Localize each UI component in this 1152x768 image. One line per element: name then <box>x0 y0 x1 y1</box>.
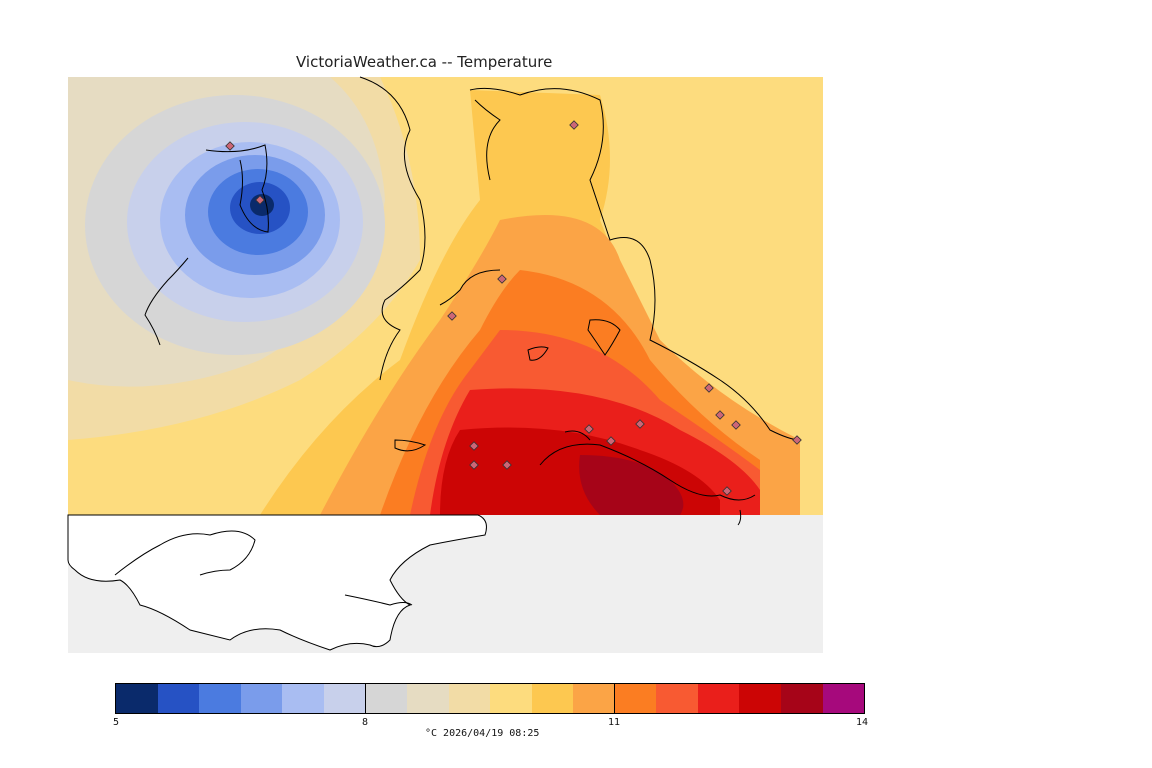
station-marker <box>469 460 479 470</box>
station-marker <box>497 274 507 284</box>
colorbar-tick-8 <box>365 683 366 714</box>
station-marker <box>447 311 457 321</box>
station-marker <box>225 141 235 151</box>
station-marker <box>255 195 265 205</box>
colorbar-segment <box>739 684 781 713</box>
colorbar-segment <box>531 684 574 713</box>
colorbar-segment <box>157 684 200 713</box>
colorbar-segment <box>116 684 158 713</box>
colorbar-tick-11 <box>614 683 615 714</box>
land-inner-outline <box>114 530 256 576</box>
colorbar-segment <box>199 684 241 713</box>
colorbar-segment <box>614 684 657 713</box>
colorbar-label-11: 11 <box>607 717 621 728</box>
colorbar-segment <box>822 684 865 713</box>
colorbar-segment <box>406 684 449 713</box>
station-marker <box>469 441 479 451</box>
colorbar-label-8: 8 <box>361 717 369 728</box>
colorbar-segment <box>573 684 615 713</box>
colorbar-segment <box>490 684 532 713</box>
colorbar-segment <box>656 684 698 713</box>
land-inner-outline-2 <box>344 594 413 606</box>
chart-title: VictoriaWeather.ca -- Temperature <box>296 53 553 71</box>
colorbar-segment <box>781 684 823 713</box>
colorbar <box>115 683 865 714</box>
station-marker <box>722 486 732 496</box>
colorbar-segment <box>323 684 366 713</box>
colorbar-label-5: 5 <box>112 717 120 728</box>
station-marker <box>502 460 512 470</box>
land-area <box>67 514 487 651</box>
temperature-field <box>68 77 823 515</box>
colorbar-label-14: 14 <box>855 717 869 728</box>
station-marker <box>635 419 645 429</box>
station-marker <box>715 410 725 420</box>
colorbar-segment <box>697 684 740 713</box>
station-marker <box>792 435 802 445</box>
colorbar-segment <box>448 684 491 713</box>
colorbar-segment <box>282 684 324 713</box>
station-marker <box>584 424 594 434</box>
units-timestamp: °C 2026/04/19 08:25 <box>425 728 540 739</box>
colorbar-segment <box>240 684 283 713</box>
station-marker <box>569 120 579 130</box>
station-marker <box>731 420 741 430</box>
coastlines <box>144 76 801 526</box>
station-marker <box>704 383 714 393</box>
station-markers <box>225 120 802 496</box>
station-marker <box>606 436 616 446</box>
colorbar-segment <box>365 684 407 713</box>
